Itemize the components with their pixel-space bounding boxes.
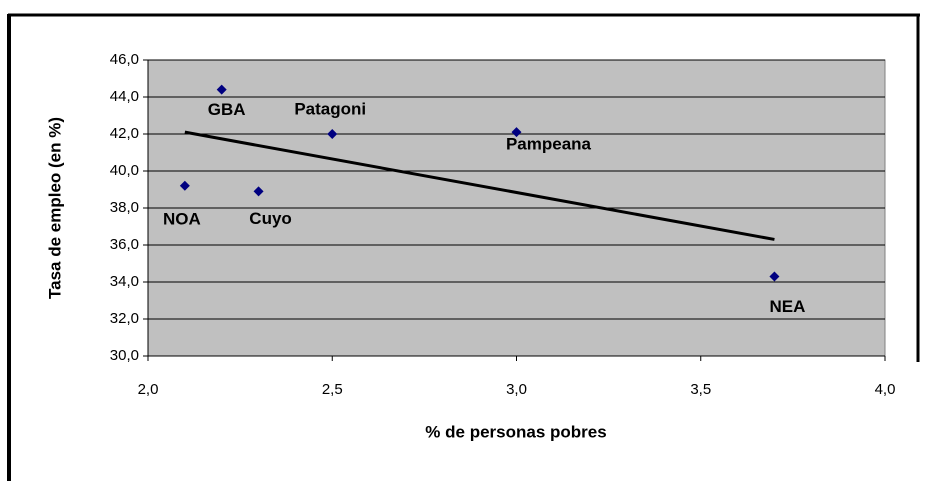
point xyxy=(179,180,190,191)
point xyxy=(327,129,338,139)
point-label: GBA xyxy=(208,100,246,119)
y-axis-title: Tasa de empleo (en %) xyxy=(45,117,64,299)
y-tick-label: 40,0 xyxy=(110,162,139,179)
point-label: Cuyo xyxy=(249,209,292,228)
y-tick-label: 42,0 xyxy=(110,125,139,142)
point-label: NEA xyxy=(769,297,805,316)
y-tick-label: 32,0 xyxy=(110,310,139,327)
point-label: NOA xyxy=(163,209,201,228)
x-tick-label: 2,5 xyxy=(322,381,343,398)
point xyxy=(511,127,522,138)
y-tick-label: 44,0 xyxy=(110,88,139,105)
y-tick-label: 46,0 xyxy=(110,51,139,68)
point xyxy=(253,186,264,197)
x-tick-label: 3,0 xyxy=(506,381,527,398)
x-tick-label: 2,0 xyxy=(138,381,159,398)
x-axis-title: % de personas pobres xyxy=(425,422,606,441)
y-tick-label: 38,0 xyxy=(110,199,139,216)
point xyxy=(216,84,227,95)
y-tick-label: 34,0 xyxy=(110,273,139,290)
point-label: Pampeana xyxy=(506,135,592,154)
point xyxy=(769,271,780,282)
trendline xyxy=(184,130,775,241)
point-label: Patagoni xyxy=(294,99,366,118)
x-tick-label: 4,0 xyxy=(875,381,896,398)
y-tick-label: 30,0 xyxy=(110,347,139,364)
y-tick-label: 36,0 xyxy=(110,236,139,253)
x-tick-label: 3,5 xyxy=(690,381,711,398)
